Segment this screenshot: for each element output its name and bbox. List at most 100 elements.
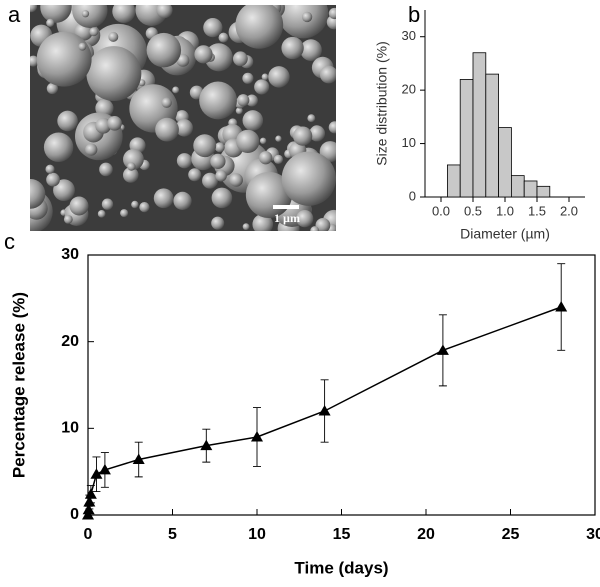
- y-axis-label: Size distribution (%): [374, 41, 390, 166]
- particle: [57, 110, 78, 132]
- x-axis-label: Diameter (µm): [460, 226, 550, 242]
- sem-image: [30, 5, 336, 231]
- particle: [46, 82, 59, 95]
- y-tick-label: 10: [402, 135, 416, 150]
- particle: [107, 115, 122, 131]
- marker: [251, 431, 263, 442]
- particle: [242, 110, 264, 131]
- particle: [45, 164, 55, 174]
- particle: [204, 43, 233, 72]
- particle: [210, 153, 226, 170]
- bar: [536, 185, 551, 198]
- particle: [211, 187, 233, 209]
- particle: [215, 170, 227, 182]
- y-axis-label: Percentage release (%): [9, 292, 28, 478]
- particle: [153, 188, 174, 209]
- particle: [194, 45, 213, 64]
- particle: [199, 81, 237, 120]
- particle: [81, 10, 90, 18]
- x-tick-label: 5: [168, 526, 177, 543]
- particle: [139, 201, 150, 213]
- particle: [309, 125, 326, 142]
- particle: [254, 79, 270, 95]
- y-tick-label: 10: [61, 420, 79, 437]
- bar: [446, 164, 461, 198]
- particle: [296, 210, 314, 228]
- particle: [229, 173, 243, 187]
- plot-frame: [87, 254, 596, 516]
- particle: [310, 226, 320, 231]
- scale-bar-label: 1 µm: [274, 211, 300, 225]
- panel-label: b: [408, 2, 420, 27]
- particle: [328, 121, 336, 134]
- marker: [90, 468, 103, 479]
- marker: [318, 405, 331, 416]
- particle: [235, 5, 284, 49]
- particle: [176, 153, 193, 169]
- marker: [98, 463, 111, 475]
- y-tick-label: 20: [61, 333, 79, 350]
- x-tick-label: 1.0: [496, 203, 514, 218]
- particle: [268, 66, 290, 88]
- particle: [108, 31, 119, 42]
- particle: [235, 107, 243, 115]
- marker: [84, 488, 97, 499]
- particle: [300, 39, 322, 61]
- particle: [146, 32, 182, 68]
- particle: [101, 198, 114, 210]
- particle: [155, 117, 179, 142]
- x-tick-label: 0.5: [464, 203, 482, 218]
- particle: [95, 117, 112, 134]
- bar: [472, 52, 487, 198]
- particle: [275, 135, 282, 142]
- marker: [436, 344, 449, 355]
- x-axis-label: Time (days): [294, 558, 388, 577]
- particle: [232, 51, 248, 67]
- particle: [97, 210, 106, 218]
- particle: [236, 129, 260, 154]
- particle: [315, 217, 331, 231]
- particle: [237, 94, 250, 107]
- particle: [53, 179, 75, 202]
- x-tick-label: 30: [586, 526, 600, 543]
- particle: [319, 65, 336, 84]
- x-tick-label: 10: [248, 526, 266, 543]
- particle: [131, 200, 139, 209]
- particle: [72, 5, 108, 28]
- particle: [69, 196, 89, 216]
- y-tick-label: 0: [70, 506, 79, 523]
- particle: [46, 18, 55, 27]
- x-tick-label: 2.0: [560, 203, 578, 218]
- marker: [555, 301, 568, 312]
- particle: [40, 5, 72, 23]
- particle: [86, 46, 142, 102]
- y-tick-label: 30: [402, 28, 416, 43]
- particle: [281, 151, 336, 206]
- y-tick-label: 0: [409, 188, 416, 203]
- particle: [259, 151, 273, 165]
- particle: [85, 143, 98, 156]
- x-tick-label: 25: [502, 526, 520, 543]
- particle: [122, 167, 139, 183]
- particle: [112, 5, 136, 23]
- x-tick-label: 0: [84, 526, 93, 543]
- y-tick-label: 30: [61, 246, 79, 263]
- particle: [301, 11, 313, 23]
- particle: [218, 32, 229, 43]
- particle: [175, 119, 193, 137]
- x-tick-label: 1.5: [528, 203, 546, 218]
- particle: [36, 31, 92, 87]
- particle: [120, 209, 129, 218]
- bar: [485, 73, 499, 198]
- particle: [281, 36, 304, 60]
- particle: [278, 5, 329, 39]
- particle: [89, 27, 99, 37]
- particle: [43, 132, 74, 162]
- particle: [156, 5, 173, 19]
- particle: [161, 97, 172, 108]
- bar: [459, 79, 474, 198]
- particle: [259, 137, 267, 145]
- particle: [211, 216, 225, 230]
- particle: [63, 215, 73, 224]
- marker: [83, 496, 96, 507]
